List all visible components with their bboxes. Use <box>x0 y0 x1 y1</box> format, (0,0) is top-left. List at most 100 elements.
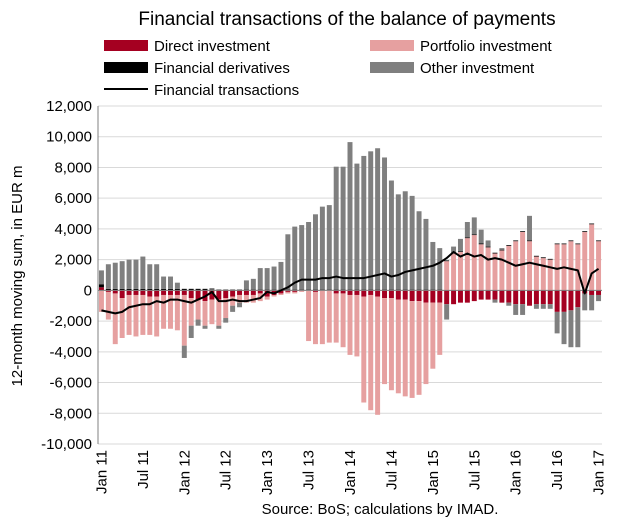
bar-other-investment <box>271 266 277 290</box>
bar-financial-derivatives <box>554 243 560 245</box>
bar-direct-investment <box>230 290 236 297</box>
bar-financial-derivatives <box>575 243 581 245</box>
bar-other-investment <box>499 248 505 250</box>
financial-transactions-line-layer <box>101 250 600 315</box>
bar-other-investment <box>513 304 519 315</box>
bar-other-investment <box>354 163 360 290</box>
legend-label-financial-transactions: Financial transactions <box>154 82 299 99</box>
bar-portfolio-investment <box>112 293 118 345</box>
x-tick-label: Jan 13 <box>259 450 276 495</box>
bar-financial-derivatives <box>457 251 463 252</box>
bar-portfolio-investment <box>347 294 353 355</box>
bar-portfolio-investment <box>126 294 132 335</box>
x-tick-label: Jan 11 <box>93 450 110 494</box>
y-tick-label: -10,000 <box>41 436 92 453</box>
bar-portfolio-investment <box>340 293 346 348</box>
bar-financial-derivatives <box>533 255 539 257</box>
bar-other-investment <box>105 264 111 289</box>
bar-other-investment <box>181 345 187 358</box>
x-tick-label: Jul 13 <box>301 450 318 490</box>
bar-portfolio-investment <box>147 296 153 335</box>
bar-portfolio-investment <box>264 296 270 300</box>
bar-direct-investment <box>561 290 567 312</box>
legend-item-financial-transactions: Financial transactions <box>104 82 299 99</box>
bar-financial-derivatives <box>140 288 146 291</box>
bar-financial-derivatives <box>202 288 208 291</box>
source-note: Source: BoS; calculations by IMAD. <box>262 501 499 518</box>
bar-direct-investment <box>174 290 180 295</box>
bar-portfolio-investment <box>278 293 284 295</box>
bar-financial-derivatives <box>161 288 167 291</box>
bar-portfolio-investment <box>285 291 291 294</box>
bar-direct-investment <box>140 290 146 295</box>
bar-financial-derivatives <box>147 288 153 291</box>
bar-direct-investment <box>388 290 394 299</box>
bar-portfolio-investment <box>520 231 526 291</box>
x-tick-label: Jul 14 <box>383 450 400 490</box>
y-tick-label: 12,000 <box>46 98 92 115</box>
bar-portfolio-investment <box>319 290 325 345</box>
legend-item-other-investment: Other investment <box>370 60 535 77</box>
bar-direct-investment <box>181 290 187 295</box>
bar-portfolio-investment <box>223 298 229 319</box>
bar-financial-derivatives <box>195 288 201 291</box>
bar-direct-investment <box>285 290 291 292</box>
bar-portfolio-investment <box>361 296 367 403</box>
bar-other-investment <box>527 215 532 241</box>
bar-direct-investment <box>437 290 443 303</box>
bar-portfolio-investment <box>299 290 305 292</box>
bar-other-investment <box>471 217 477 235</box>
bar-other-investment <box>161 276 167 289</box>
bar-other-investment <box>230 305 236 312</box>
y-tick-label: 2,000 <box>54 252 92 269</box>
bar-other-investment <box>423 218 429 290</box>
bar-financial-derivatives <box>98 284 104 288</box>
bar-portfolio-investment <box>161 294 167 329</box>
bar-other-investment <box>575 307 581 348</box>
bar-direct-investment <box>216 290 222 300</box>
bar-portfolio-investment <box>168 294 173 329</box>
bar-other-investment <box>237 302 243 308</box>
bar-other-investment <box>554 311 560 334</box>
bar-portfolio-investment <box>188 298 194 326</box>
bar-other-investment <box>299 225 305 290</box>
bar-direct-investment <box>105 290 111 292</box>
bar-other-investment <box>520 304 526 315</box>
bar-financial-derivatives <box>589 223 595 225</box>
bar-portfolio-investment <box>98 290 104 312</box>
legend: Direct investment Portfolio investment F… <box>104 38 553 99</box>
bar-direct-investment <box>237 290 243 295</box>
bar-direct-investment <box>340 290 346 294</box>
bar-other-investment <box>382 157 388 290</box>
bar-direct-investment <box>154 290 160 297</box>
bar-other-investment <box>485 240 491 247</box>
bar-other-investment <box>547 304 553 309</box>
bar-portfolio-investment <box>444 261 450 291</box>
bar-portfolio-investment <box>568 241 574 291</box>
bar-direct-investment <box>451 290 457 305</box>
bar-other-investment <box>306 222 312 290</box>
legend-label-direct-investment: Direct investment <box>154 38 271 55</box>
bar-other-investment <box>361 155 367 290</box>
axes: -10,000 -8,000 -6,000 -4,000 -2,000 0 2,000 4,0… <box>41 98 607 495</box>
bar-direct-investment <box>361 290 367 297</box>
bar-other-investment <box>174 282 180 289</box>
bar-financial-derivatives <box>464 237 470 239</box>
bar-other-investment <box>264 268 270 290</box>
bar-direct-investment <box>464 290 470 303</box>
bar-direct-investment <box>589 290 595 295</box>
y-tick-label: -4,000 <box>49 344 92 361</box>
bar-direct-investment <box>292 290 298 292</box>
line-financial-transactions <box>101 250 600 315</box>
bar-financial-derivatives <box>471 234 477 236</box>
bar-direct-investment <box>520 290 526 305</box>
bar-direct-investment <box>575 290 581 308</box>
bar-other-investment <box>209 288 215 290</box>
bar-portfolio-investment <box>554 244 560 291</box>
bar-financial-derivatives <box>126 288 132 291</box>
bar-portfolio-investment <box>485 247 491 291</box>
bar-financial-derivatives <box>582 231 588 232</box>
bar-other-investment <box>250 278 256 290</box>
bar-direct-investment <box>596 290 602 295</box>
